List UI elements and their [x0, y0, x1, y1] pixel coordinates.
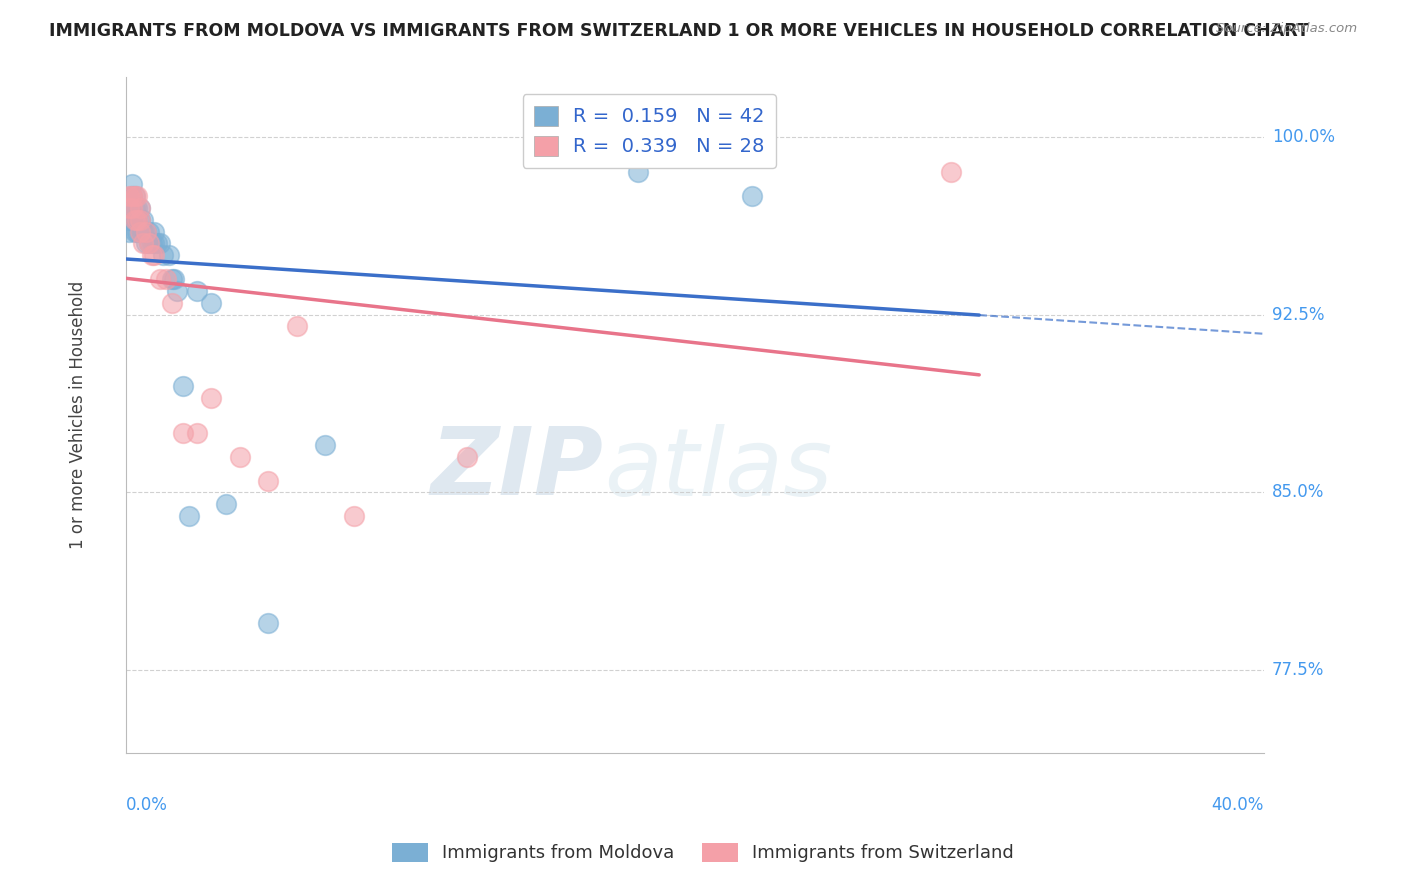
Point [939, 165, 962, 179]
Point [135, 225, 157, 239]
Point [121, 189, 143, 203]
Legend: R =  0.159   N = 42, R =  0.339   N = 28: R = 0.159 N = 42, R = 0.339 N = 28 [523, 94, 776, 168]
Point [124, 225, 146, 239]
Point [138, 225, 160, 239]
Point [129, 201, 152, 215]
Point [143, 225, 166, 239]
Text: 92.5%: 92.5% [1272, 306, 1324, 324]
Point [456, 450, 478, 464]
Point [741, 189, 763, 203]
Point [172, 378, 194, 392]
Point [138, 236, 160, 251]
Text: Source: ZipAtlas.com: Source: ZipAtlas.com [1216, 22, 1357, 36]
Point [129, 212, 152, 227]
Point [124, 212, 146, 227]
Point [143, 236, 166, 251]
Point [118, 201, 141, 215]
Point [132, 212, 155, 227]
Point [121, 201, 143, 215]
Text: 100.0%: 100.0% [1272, 128, 1336, 145]
Point [127, 212, 149, 227]
Point [141, 248, 163, 262]
Point [127, 212, 149, 227]
Point [132, 225, 155, 239]
Point [200, 391, 222, 405]
Point [149, 272, 172, 286]
Text: 1 or more Vehicles in Household: 1 or more Vehicles in Household [69, 281, 87, 549]
Text: 0.0%: 0.0% [127, 796, 167, 814]
Text: ZIP: ZIP [430, 424, 603, 516]
Point [155, 272, 177, 286]
Point [129, 225, 152, 239]
Text: 77.5%: 77.5% [1272, 661, 1324, 679]
Point [314, 438, 336, 452]
Point [172, 426, 194, 441]
Point [124, 201, 146, 215]
Point [177, 509, 200, 524]
Point [285, 319, 308, 334]
Point [149, 236, 172, 251]
Point [124, 189, 146, 203]
Point [124, 189, 146, 203]
Point [166, 284, 188, 298]
Point [141, 236, 163, 251]
Point [129, 225, 152, 239]
Point [132, 236, 155, 251]
Point [160, 272, 183, 286]
Point [124, 212, 146, 227]
Point [627, 165, 650, 179]
Point [135, 225, 157, 239]
Point [152, 248, 174, 262]
Point [160, 295, 183, 310]
Point [186, 284, 208, 298]
Point [127, 189, 149, 203]
Point [118, 225, 141, 239]
Point [257, 474, 280, 488]
Point [121, 201, 143, 215]
Point [129, 212, 152, 227]
Legend: Immigrants from Moldova, Immigrants from Switzerland: Immigrants from Moldova, Immigrants from… [385, 836, 1021, 870]
Point [186, 426, 208, 441]
Point [163, 272, 186, 286]
Point [121, 189, 143, 203]
Point [121, 212, 143, 227]
Point [229, 450, 252, 464]
Point [146, 236, 169, 251]
Point [127, 201, 149, 215]
Point [257, 615, 280, 630]
Point [118, 212, 141, 227]
Point [214, 497, 236, 511]
Text: atlas: atlas [603, 424, 832, 515]
Point [129, 201, 152, 215]
Point [157, 248, 180, 262]
Point [138, 236, 160, 251]
Point [121, 177, 143, 191]
Text: 85.0%: 85.0% [1272, 483, 1324, 501]
Point [118, 201, 141, 215]
Text: IMMIGRANTS FROM MOLDOVA VS IMMIGRANTS FROM SWITZERLAND 1 OR MORE VEHICLES IN HOU: IMMIGRANTS FROM MOLDOVA VS IMMIGRANTS FR… [49, 22, 1309, 40]
Point [127, 225, 149, 239]
Point [143, 248, 166, 262]
Point [342, 509, 364, 524]
Point [118, 189, 141, 203]
Point [200, 295, 222, 310]
Text: 40.0%: 40.0% [1211, 796, 1264, 814]
Point [135, 236, 157, 251]
